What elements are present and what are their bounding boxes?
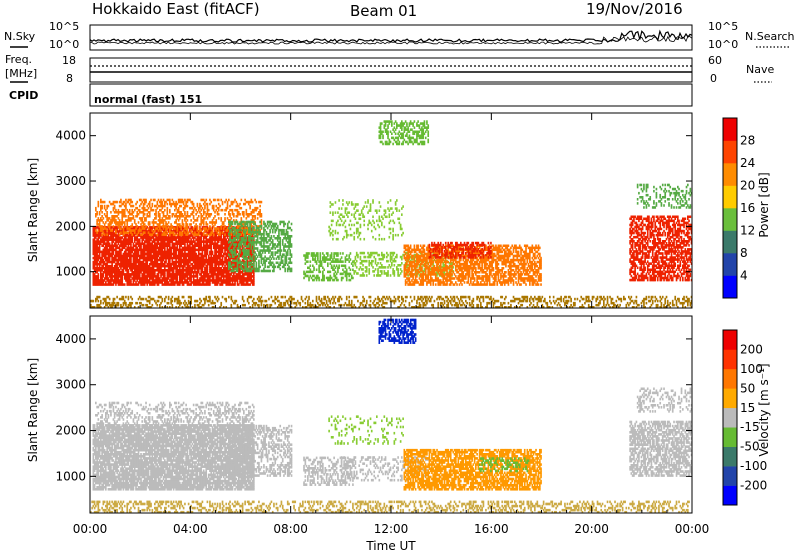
freq-tick-high: 18 (62, 54, 76, 67)
nave-label: Nave (746, 63, 774, 76)
radar-figure: Hokkaido East (fitACF) Beam 01 19/Nov/20… (0, 0, 800, 554)
freq-unit-label: [MHz] (5, 67, 37, 80)
cpid-panel: CPID normal (fast) 151 (9, 84, 692, 106)
power-panel: 1000200030004000 Slant Range [km] 481216… (26, 113, 771, 309)
cpid-label: CPID (9, 89, 38, 102)
range-cell (98, 273, 100, 276)
nsearch-label: N.Search (745, 30, 795, 43)
noise-sky-trace (90, 31, 692, 42)
noise-tick-left-low: 10^0 (49, 38, 79, 51)
beam-title: Beam 01 (350, 2, 417, 20)
freq-label: Freq. (5, 53, 32, 66)
nave-tick-low: 0 (710, 72, 717, 85)
noise-tick-left-high: 10^5 (49, 20, 79, 33)
noise-tick-right-low: 10^0 (708, 38, 738, 51)
power-scatter (90, 120, 692, 308)
date-title: 19/Nov/2016 (586, 0, 683, 18)
cpid-value: normal (fast) 151 (94, 93, 202, 106)
freq-panel: Freq. [MHz] 18 8 60 0 Nave (5, 53, 774, 85)
nave-tick-high: 60 (708, 54, 722, 67)
noise-panel: N.Sky 10^5 10^0 10^5 10^0 N.Search (4, 20, 795, 51)
nsky-label: N.Sky (4, 30, 36, 43)
freq-tick-low: 8 (66, 72, 73, 85)
station-title: Hokkaido East (fitACF) (92, 0, 260, 18)
noise-search-trace (90, 36, 692, 44)
range-cell (124, 283, 126, 286)
range-cell (212, 251, 214, 254)
noise-tick-right-high: 10^5 (708, 20, 738, 33)
